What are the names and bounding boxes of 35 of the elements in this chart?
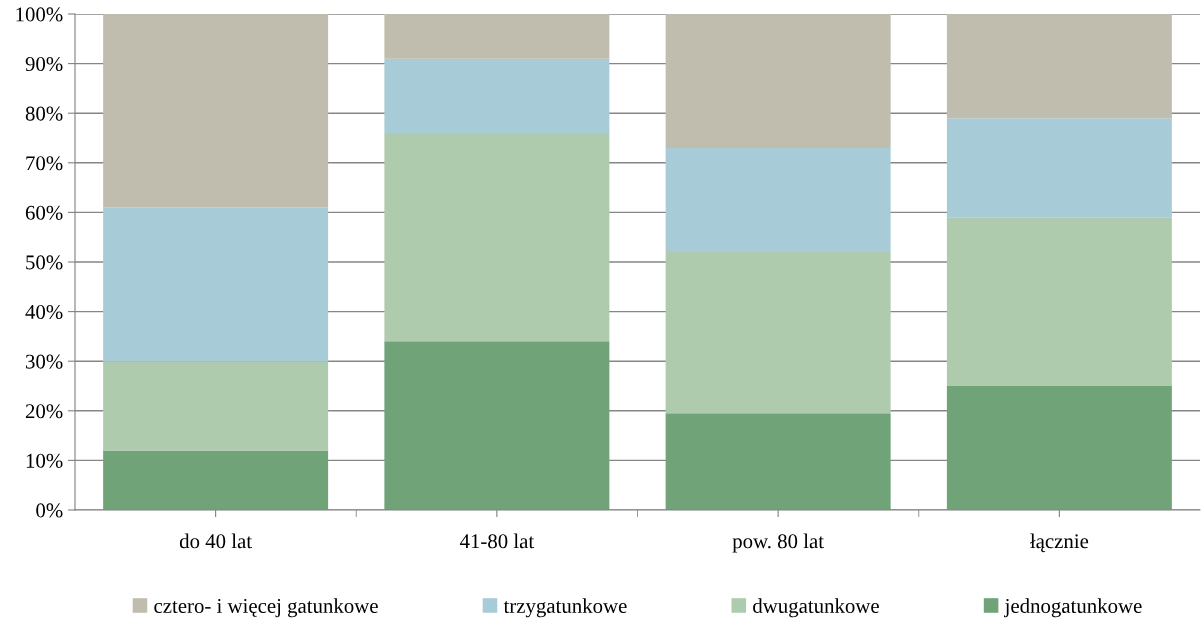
bar: [384, 58, 610, 134]
y-tick-label: 0%: [36, 503, 63, 518]
bar: [665, 147, 891, 253]
legend-label: trzygatunkowe: [503, 598, 627, 618]
bar: [103, 450, 329, 510]
bar: [384, 341, 610, 510]
y-tick-label: 90%: [25, 56, 63, 72]
bar: [103, 14, 329, 208]
legend-label: cztero- i więcej gatunkowe: [154, 598, 378, 618]
y-tick-label: 40%: [25, 304, 63, 320]
x-tick-label: pow. 80 lat: [732, 533, 824, 553]
y-tick-label: 20%: [25, 404, 63, 419]
bar: [103, 207, 329, 362]
y-tick-label: 60%: [25, 205, 63, 220]
x-tick-label: 41-80 lat: [459, 533, 535, 549]
y-tick-label: 70%: [26, 156, 63, 171]
bar: [384, 133, 610, 342]
x-tick-label: łącznie: [1030, 533, 1089, 553]
legend-label: jednogatunkowe: [1004, 598, 1142, 618]
legend-label: dwugatunkowe: [753, 598, 879, 618]
bar: [665, 14, 891, 148]
bar: [946, 217, 1172, 386]
bar: [946, 14, 1172, 119]
y-tick-label: 10%: [26, 453, 63, 468]
y-tick-label: 80%: [25, 106, 63, 121]
x-tick-label: do 40 lat: [179, 533, 252, 549]
y-tick-label: 50%: [26, 255, 63, 270]
bar: [665, 252, 891, 414]
bar: [103, 361, 329, 451]
bar: [946, 386, 1172, 510]
bar: [946, 118, 1172, 218]
y-tick-label: 100%: [16, 7, 63, 22]
bar: [665, 413, 891, 510]
y-tick-label: 30%: [26, 354, 63, 369]
bar: [384, 14, 610, 59]
